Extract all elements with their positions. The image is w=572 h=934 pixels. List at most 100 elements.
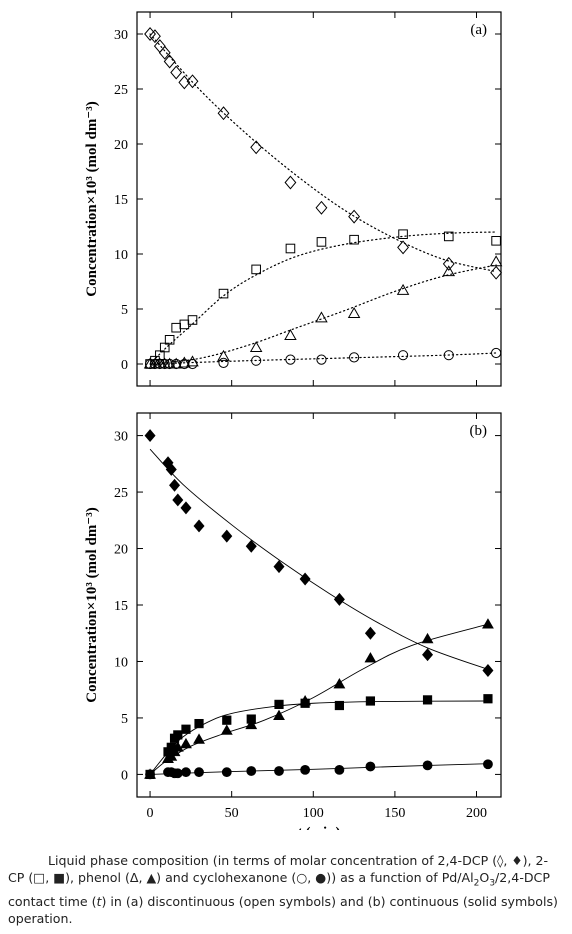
data-point-square	[171, 322, 181, 333]
panel-label: (a)	[470, 22, 487, 38]
data-point-circle	[285, 354, 296, 365]
data-point-diamond	[273, 560, 285, 574]
data-point-diamond	[250, 140, 263, 155]
data-point-diamond	[165, 463, 177, 476]
panel-a: 0 5 10 15 20 25 30 (a) Concentration×10³ (mol dm…	[84, 11, 503, 387]
data-point-diamond	[397, 240, 409, 255]
caption-sub-1: 2	[473, 878, 480, 889]
data-point-diamond	[364, 626, 376, 640]
data-point-triangle	[347, 306, 361, 318]
data-point-circle	[181, 767, 191, 778]
series-triangle	[143, 255, 503, 369]
data-point-triangle	[364, 652, 377, 663]
series-circle	[145, 759, 493, 780]
data-point-circle	[221, 767, 232, 778]
data-point-triangle	[249, 341, 263, 353]
data-point-triangle	[178, 356, 191, 368]
data-point-triangle	[333, 678, 346, 689]
data-point-circle	[316, 354, 327, 365]
fit-curve-triangle	[149, 623, 489, 775]
data-point-diamond	[169, 478, 181, 492]
data-point-triangle	[421, 632, 434, 644]
panel-b: 0 5 10 15 20 25 30 0 50 100 150 200 (b) Concentration…	[84, 412, 502, 830]
data-point-circle	[144, 358, 156, 370]
y-tick-label: 30	[114, 28, 128, 43]
data-point-square	[491, 236, 501, 246]
plot-frame	[136, 412, 502, 798]
y-tick-label: 30	[114, 430, 128, 445]
data-point-triangle	[186, 355, 199, 367]
data-point-diamond	[217, 106, 230, 121]
y-tick-label: 15	[114, 193, 128, 208]
y-tick-label: 0	[121, 358, 128, 373]
x-tick-label: 100	[303, 806, 324, 821]
x-tick-label: 0	[147, 806, 154, 821]
y-tick-label: 20	[114, 138, 128, 153]
data-point-square	[181, 724, 191, 734]
panel-label: (b)	[470, 423, 488, 439]
caption-text-4: ) in (a) discontinuous (open symbols) an…	[8, 893, 558, 926]
x-axis-label: t (min)	[298, 825, 341, 830]
fit-curve-diamond	[149, 33, 497, 273]
data-point-square	[334, 700, 345, 711]
data-point-circle	[154, 358, 165, 370]
data-point-circle	[149, 358, 161, 370]
series-square	[145, 229, 501, 369]
data-point-diamond	[333, 592, 345, 606]
y-axis-label: Concentration×10³ (mol dm⁻³)	[84, 507, 100, 702]
data-point-circle	[187, 358, 198, 370]
x-tick-label: 150	[384, 806, 405, 821]
data-point-circle	[422, 760, 433, 771]
data-point-triangle	[169, 357, 183, 369]
x-axis-label-variable: t	[298, 825, 303, 830]
data-point-diamond	[163, 54, 176, 69]
data-point-diamond	[299, 572, 311, 586]
data-point-diamond	[180, 501, 192, 515]
data-point-triangle	[171, 741, 184, 752]
x-tick-label: 50	[225, 806, 239, 821]
data-point-diamond	[186, 74, 199, 89]
data-point-triangle	[193, 733, 205, 744]
series-diamond	[144, 429, 494, 677]
data-point-circle	[251, 355, 262, 366]
data-point-square	[398, 229, 408, 239]
data-point-diamond	[144, 429, 156, 443]
data-point-diamond	[284, 175, 297, 190]
data-point-triangle	[220, 724, 233, 735]
data-point-diamond	[482, 664, 494, 677]
data-point-square	[164, 335, 175, 345]
data-point-circle	[483, 759, 493, 770]
data-point-square	[194, 718, 204, 729]
y-tick-label: 10	[114, 655, 128, 670]
data-point-triangle	[273, 709, 285, 721]
y-tick-label: 5	[121, 303, 128, 318]
data-point-triangle	[180, 737, 192, 749]
y-axis-label: Concentration×10³ (mol dm⁻³)	[84, 101, 100, 296]
data-point-triangle	[489, 255, 503, 267]
data-point-diamond	[153, 39, 166, 54]
data-point-circle	[218, 357, 229, 368]
data-point-circle	[145, 769, 155, 780]
y-tick-label: 0	[121, 768, 128, 783]
data-point-triangle	[442, 265, 456, 277]
data-point-circle	[443, 350, 454, 361]
data-point-triangle	[284, 328, 297, 340]
data-point-square	[349, 234, 359, 245]
data-point-circle	[172, 768, 183, 779]
caption-text-1: Liquid phase composition (in terms of mo…	[8, 853, 549, 885]
data-point-triangle	[396, 283, 410, 295]
caption-italic-t: t	[96, 893, 102, 909]
y-tick-label: 20	[114, 543, 128, 558]
caption-text-2: O	[479, 870, 490, 885]
data-point-circle	[491, 347, 502, 359]
data-point-circle	[179, 358, 190, 370]
data-point-diamond	[442, 256, 455, 271]
data-point-square	[173, 730, 183, 740]
data-point-triangle	[299, 694, 312, 706]
data-point-diamond	[315, 200, 328, 215]
plot-frame	[136, 11, 502, 387]
y-tick-label: 25	[114, 83, 128, 98]
x-tick-label: 200	[466, 806, 487, 821]
data-point-diamond	[348, 209, 361, 224]
data-point-diamond	[172, 493, 184, 507]
